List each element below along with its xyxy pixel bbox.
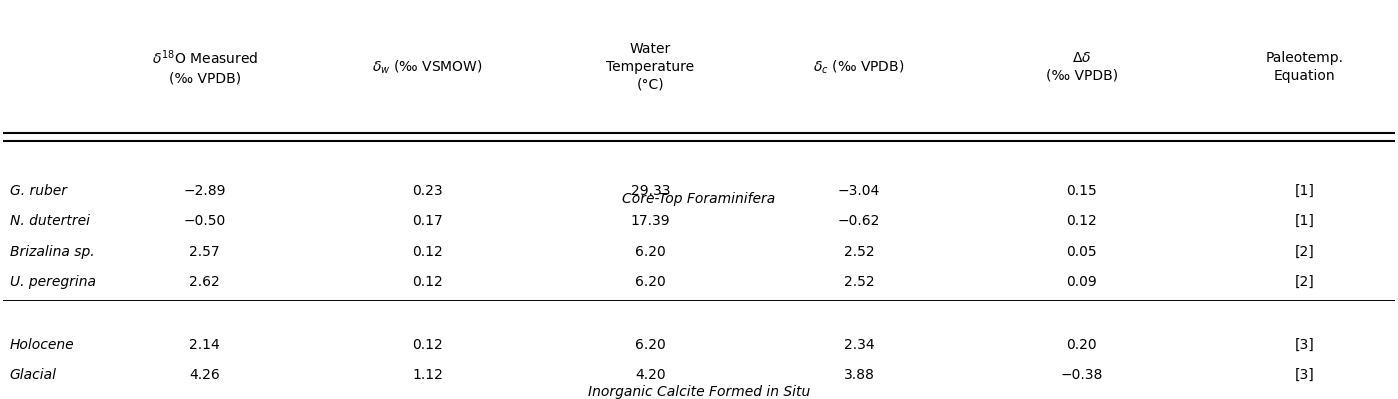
Text: G. ruber: G. ruber	[10, 184, 67, 198]
Text: Paleotemp.
Equation: Paleotemp. Equation	[1265, 51, 1343, 83]
Text: 29.33: 29.33	[630, 184, 670, 198]
Text: Brizalina sp.: Brizalina sp.	[10, 245, 94, 259]
Text: 0.23: 0.23	[412, 184, 443, 198]
Text: 3.88: 3.88	[844, 368, 875, 382]
Text: 0.17: 0.17	[412, 214, 443, 228]
Text: $\delta_{w}$ (‰ VSMOW): $\delta_{w}$ (‰ VSMOW)	[372, 58, 482, 76]
Text: 6.20: 6.20	[635, 275, 665, 289]
Text: 2.57: 2.57	[189, 245, 219, 259]
Text: Inorganic Calcite Formed in Situ: Inorganic Calcite Formed in Situ	[589, 385, 809, 399]
Text: 0.05: 0.05	[1067, 245, 1097, 259]
Text: [3]: [3]	[1295, 338, 1314, 352]
Text: [1]: [1]	[1295, 184, 1314, 198]
Text: 2.14: 2.14	[189, 338, 219, 352]
Text: 2.62: 2.62	[189, 275, 219, 289]
Text: 2.52: 2.52	[844, 245, 874, 259]
Text: [2]: [2]	[1295, 245, 1314, 259]
Text: 0.09: 0.09	[1067, 275, 1097, 289]
Text: $\Delta\delta$
(‰ VPDB): $\Delta\delta$ (‰ VPDB)	[1046, 51, 1118, 83]
Text: Holocene: Holocene	[10, 338, 74, 352]
Text: −0.38: −0.38	[1061, 368, 1103, 382]
Text: $\delta_{c}$ (‰ VPDB): $\delta_{c}$ (‰ VPDB)	[814, 58, 905, 76]
Text: 0.20: 0.20	[1067, 338, 1097, 352]
Text: U. peregrina: U. peregrina	[10, 275, 95, 289]
Text: 0.12: 0.12	[1067, 214, 1097, 228]
Text: 4.20: 4.20	[635, 368, 665, 382]
Text: 6.20: 6.20	[635, 338, 665, 352]
Text: 0.15: 0.15	[1067, 184, 1097, 198]
Text: 1.12: 1.12	[412, 368, 443, 382]
Text: 2.34: 2.34	[844, 338, 874, 352]
Text: −2.89: −2.89	[183, 184, 226, 198]
Text: 4.26: 4.26	[189, 368, 219, 382]
Text: Water
Temperature
(°C): Water Temperature (°C)	[607, 42, 695, 92]
Text: 0.12: 0.12	[412, 275, 443, 289]
Text: 2.52: 2.52	[844, 275, 874, 289]
Text: N. dutertrei: N. dutertrei	[10, 214, 89, 228]
Text: 17.39: 17.39	[630, 214, 670, 228]
Text: −3.04: −3.04	[837, 184, 881, 198]
Text: −0.62: −0.62	[837, 214, 881, 228]
Text: 0.12: 0.12	[412, 338, 443, 352]
Text: [2]: [2]	[1295, 275, 1314, 289]
Text: −0.50: −0.50	[183, 214, 226, 228]
Text: [1]: [1]	[1295, 214, 1314, 228]
Text: Glacial: Glacial	[10, 368, 57, 382]
Text: [3]: [3]	[1295, 368, 1314, 382]
Text: 6.20: 6.20	[635, 245, 665, 259]
Text: Core-Top Foraminifera: Core-Top Foraminifera	[622, 192, 776, 207]
Text: 0.12: 0.12	[412, 245, 443, 259]
Text: $\delta^{18}$O Measured
(‰ VPDB): $\delta^{18}$O Measured (‰ VPDB)	[151, 49, 257, 85]
